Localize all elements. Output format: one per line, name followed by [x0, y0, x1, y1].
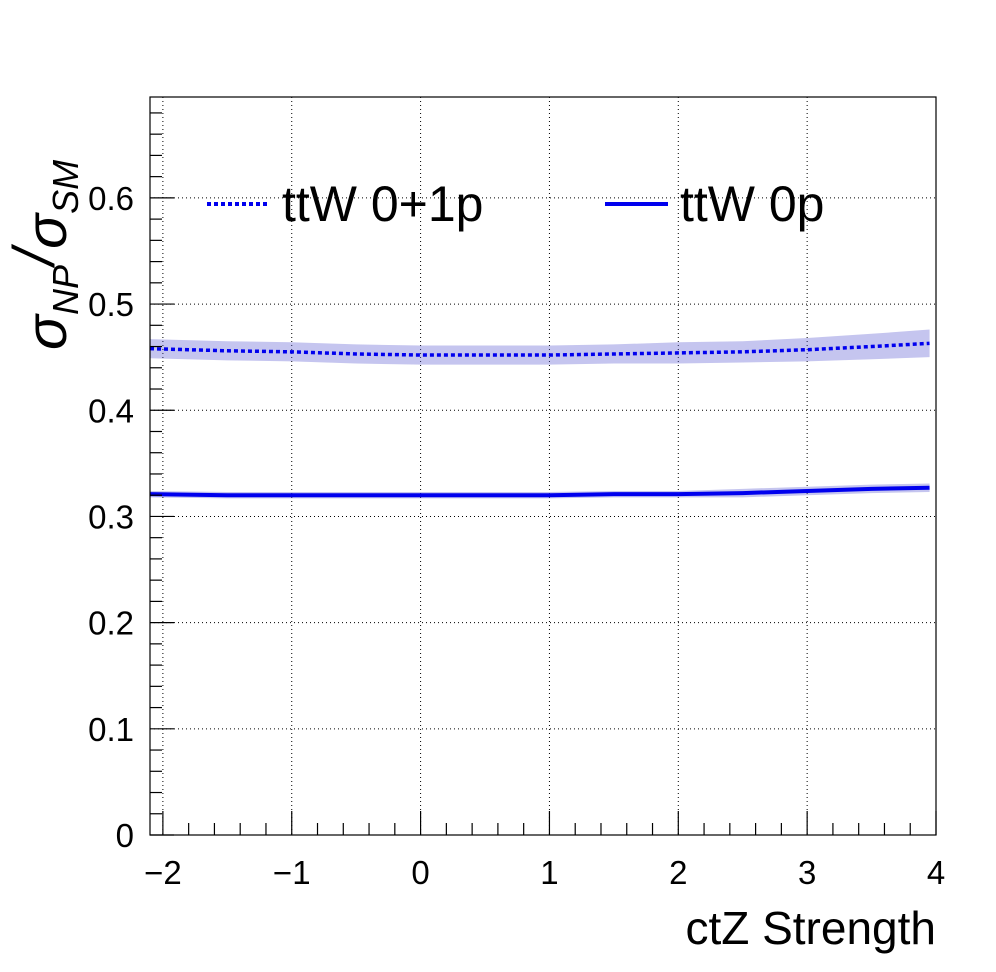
line-series-0 — [149, 341, 930, 357]
y-tick-label-6: 0.6 — [88, 180, 134, 217]
line-series-1 — [149, 485, 930, 498]
legend: ttW 0+1p ttW 0p — [207, 176, 824, 232]
y-tick-label-2: 0.2 — [88, 605, 134, 642]
legend-label-ttw-0plus1p: ttW 0+1p — [282, 176, 484, 232]
y-label-symbol-np: σ — [14, 313, 79, 350]
plot-frame — [149, 96, 937, 836]
x-tick-label-4: 2 — [669, 854, 687, 891]
x-tick-label-1: −1 — [273, 854, 311, 891]
x-tick-label-0: −2 — [144, 854, 182, 891]
band-series-0 — [150, 329, 930, 365]
axis-ticks — [150, 112, 937, 836]
y-label-sub-sm: SM — [45, 160, 86, 214]
tick-labels: −2 −1 0 1 2 3 4 0 0.1 0.2 0.3 0.4 0.5 0.6 — [88, 180, 945, 891]
y-tick-label-3: 0.3 — [88, 498, 134, 535]
y-label-sub-np: NP — [45, 265, 86, 315]
y-tick-label-0: 0 — [116, 817, 134, 854]
y-tick-label-1: 0.1 — [88, 711, 134, 748]
y-axis-label: σNP/σSM — [2, 160, 86, 350]
y-label-symbol-sm: σ — [14, 212, 79, 249]
svg-text:σNP/σSM: σNP/σSM — [2, 160, 86, 350]
x-tick-label-5: 3 — [798, 854, 816, 891]
x-tick-label-3: 1 — [540, 854, 558, 891]
y-tick-label-5: 0.5 — [88, 286, 134, 323]
x-tick-label-2: 0 — [411, 854, 429, 891]
series-lines — [149, 341, 930, 498]
y-tick-label-4: 0.4 — [88, 392, 134, 429]
x-axis-label: ctZ Strength — [685, 902, 936, 954]
x-tick-label-6: 4 — [927, 854, 945, 891]
legend-label-ttw-0p: ttW 0p — [680, 176, 824, 232]
